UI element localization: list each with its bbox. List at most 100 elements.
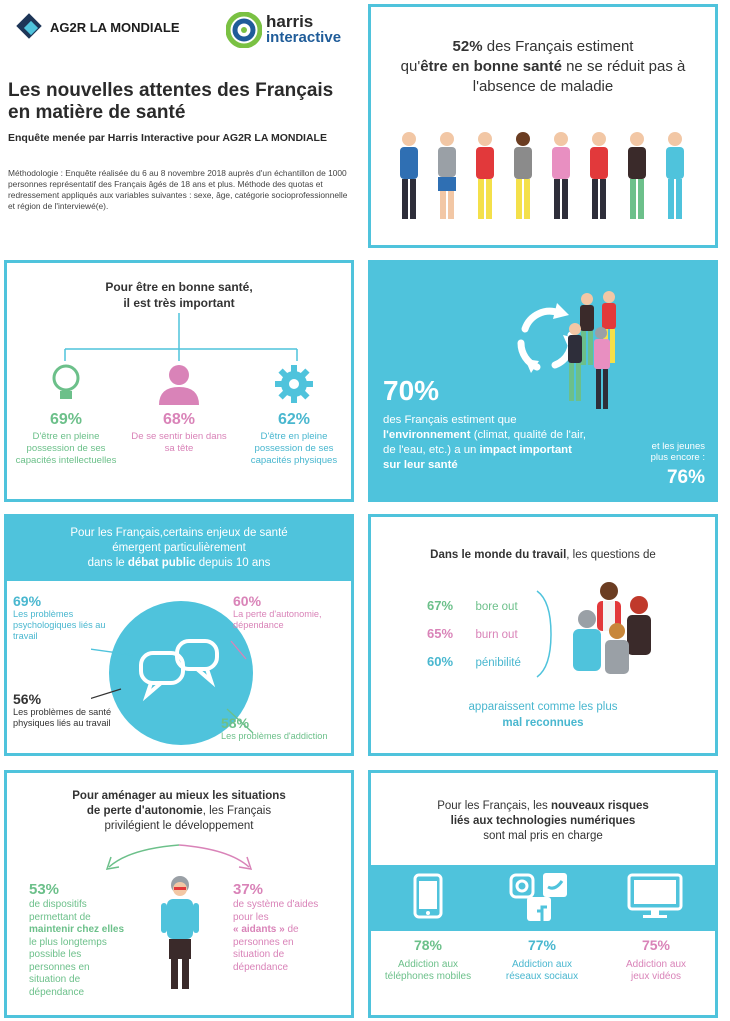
box5-footer-line-1: apparaissent comme les plus xyxy=(468,701,618,713)
box7-item-label-line: Addiction aux xyxy=(625,959,687,970)
box-digital-risks: Pour les Français, les nouveaux risques … xyxy=(368,770,718,1018)
box6-left-line: possible les xyxy=(29,949,82,960)
box5-row-pct: 65% xyxy=(427,626,454,641)
person-figure xyxy=(605,623,629,674)
chat-bubbles-illustration xyxy=(91,601,254,745)
box4-title-bold: débat public xyxy=(127,557,196,569)
box5-title-rest: , les questions de xyxy=(566,549,656,561)
box7-item-pct: 75% xyxy=(641,937,671,953)
box6-right-pct: 37% xyxy=(233,881,264,898)
person-figure xyxy=(514,132,532,219)
box4-header-band xyxy=(7,517,351,581)
box2-item-label-line: D'être en pleine xyxy=(32,431,100,442)
box7-item-label: Addiction aux téléphones mobiles xyxy=(371,959,485,983)
harris-logo-text-1: harris xyxy=(266,12,314,31)
box-autonomy-loss: Pour aménager au mieux les situations de… xyxy=(4,770,354,1018)
lightbulb-icon xyxy=(52,364,80,399)
page-title-line-1: Les nouvelles attentes des Français xyxy=(8,80,334,101)
person-figure xyxy=(627,596,651,655)
box2-item-2: 68% De se sentir bien dans sa tête xyxy=(120,411,238,455)
person-figure xyxy=(438,132,456,219)
group-people-illustration xyxy=(568,291,616,409)
box2-connector-lines xyxy=(64,313,298,361)
box7-item-games: 75% Addiction aux jeux vidéos xyxy=(599,937,713,983)
page-title-line-2: en matière de santé xyxy=(8,102,186,123)
box6-right-line: situation de xyxy=(233,949,285,960)
box5-row-burn-out: 65% burn out xyxy=(427,625,518,643)
box-good-health-factors: Pour être en bonne santé, il est très im… xyxy=(4,260,354,502)
box5-footer-line-2: mal reconnues xyxy=(502,717,584,729)
box4-title-line-1: Pour les Français,certains enjeux de san… xyxy=(70,527,288,539)
person-figure xyxy=(628,132,646,219)
person-figure xyxy=(594,327,610,409)
box5-row-label: burn out xyxy=(475,629,518,641)
box3-youth-line-1: et les jeunes xyxy=(651,441,705,452)
box4-item-pct: 60% xyxy=(233,593,262,609)
box6-left-line: situation de xyxy=(29,974,81,985)
box6-right-line: de système d'aides xyxy=(233,899,319,910)
monitor-icon xyxy=(627,873,683,918)
ag2r-logo: AG2R LA MONDIALE xyxy=(16,12,206,46)
box6-title-part: , les Français xyxy=(202,805,272,817)
box4-title-line-2: émergent particulièrement xyxy=(112,542,246,554)
box1-text-4: l'absence de maladie xyxy=(472,78,614,95)
box3-text-bold-3: sur leur santé xyxy=(383,459,458,471)
box2-item-label-line: De se sentir bien dans xyxy=(131,431,227,442)
box7-item-pct: 78% xyxy=(413,937,443,953)
harris-logo-text-2: interactive xyxy=(266,29,342,46)
smartphone-icon xyxy=(413,873,443,919)
box6-left-block: 53% de dispositifs permettant de mainten… xyxy=(29,881,139,999)
box2-item-label-line: sa tête xyxy=(164,443,194,454)
box2-item-pct: 62% xyxy=(277,411,311,428)
box4-item-autonomy: 60% La perte d'autonomie, dépendance xyxy=(233,593,351,631)
box5-row-penibilite: 60% pénibilité xyxy=(427,653,521,671)
box3-text-bold-2: impact important xyxy=(479,444,572,456)
box4-item-label-line: psychologiques liés au xyxy=(13,620,106,630)
box7-title-line-2: liés aux technologies numériques xyxy=(450,815,636,827)
coworkers-illustration xyxy=(573,582,651,674)
box-health-definition: 52% des Français estiment qu'être en bon… xyxy=(368,4,718,248)
box-work-issues: Dans le monde du travail, les questions … xyxy=(368,514,718,756)
box7-item-label-line: Addiction aux xyxy=(511,959,573,970)
box6-title: Pour aménager au mieux les situations de… xyxy=(7,789,351,834)
box6-left-line: personnes en xyxy=(29,961,90,973)
box4-item-label: La perte d'autonomie, dépendance xyxy=(233,609,351,631)
box3-text-1: des Français estiment que xyxy=(383,414,517,426)
box2-item-label-line: possession de ses xyxy=(254,443,334,454)
box4-item-label: Les problèmes psychologiques liés au tra… xyxy=(13,609,143,642)
box3-pct: 70% xyxy=(383,375,440,406)
box6-right-block: 37% de système d'aides pour les « aidant… xyxy=(233,881,343,974)
box6-connector-lines xyxy=(105,844,253,870)
box5-row-label: pénibilité xyxy=(475,657,521,669)
box4-item-psych: 69% Les problèmes psychologiques liés au… xyxy=(13,593,143,642)
box-environment: 70% des Français estiment que l'environn… xyxy=(368,260,718,502)
box5-footer: apparaissent comme les plus mal reconnue… xyxy=(371,699,715,731)
box4-title-part: depuis 10 ans xyxy=(195,557,271,569)
box2-item-label: D'être en pleine possession de ses capac… xyxy=(235,431,351,467)
box1-statement: 52% des Français estiment qu'être en bon… xyxy=(371,37,715,97)
harris-logo-mark-icon xyxy=(226,12,262,48)
box2-item-pct: 69% xyxy=(49,411,83,428)
box7-item-label-line: Addiction aux xyxy=(397,959,459,970)
box7-item-label-line: réseaux sociaux xyxy=(505,971,579,982)
box6-left-pct: 53% xyxy=(29,881,60,898)
people-row-illustration xyxy=(400,132,684,219)
box4-item-label-line: La perte d'autonomie, xyxy=(233,609,322,619)
box5-title: Dans le monde du travail, les questions … xyxy=(371,549,715,561)
box5-title-bold: Dans le monde du travail xyxy=(430,549,567,561)
box4-item-label-line: Les problèmes de santé xyxy=(13,707,112,717)
person-figure xyxy=(552,132,570,219)
social-media-icon xyxy=(509,873,567,921)
box4-item-label-line: dépendance xyxy=(233,620,284,630)
box6-right-line: dépendance xyxy=(233,961,289,973)
box2-title-line-2: il est très important xyxy=(123,296,235,310)
box2-item-pct: 68% xyxy=(162,411,196,428)
box3-text-bold-1: l'environnement xyxy=(383,429,471,441)
box6-left-line: le plus longtemps xyxy=(29,936,107,948)
box1-pct: 52% xyxy=(452,38,483,55)
person-figure xyxy=(568,323,582,401)
box-public-debate: Pour les Français,certains enjeux de san… xyxy=(4,514,354,756)
box2-item-label: D'être en pleine possession de ses capac… xyxy=(7,431,125,467)
box4-item-label-line: physiques liés au travail xyxy=(13,718,111,728)
box3-youth-line-2: plus encore : xyxy=(650,452,705,463)
